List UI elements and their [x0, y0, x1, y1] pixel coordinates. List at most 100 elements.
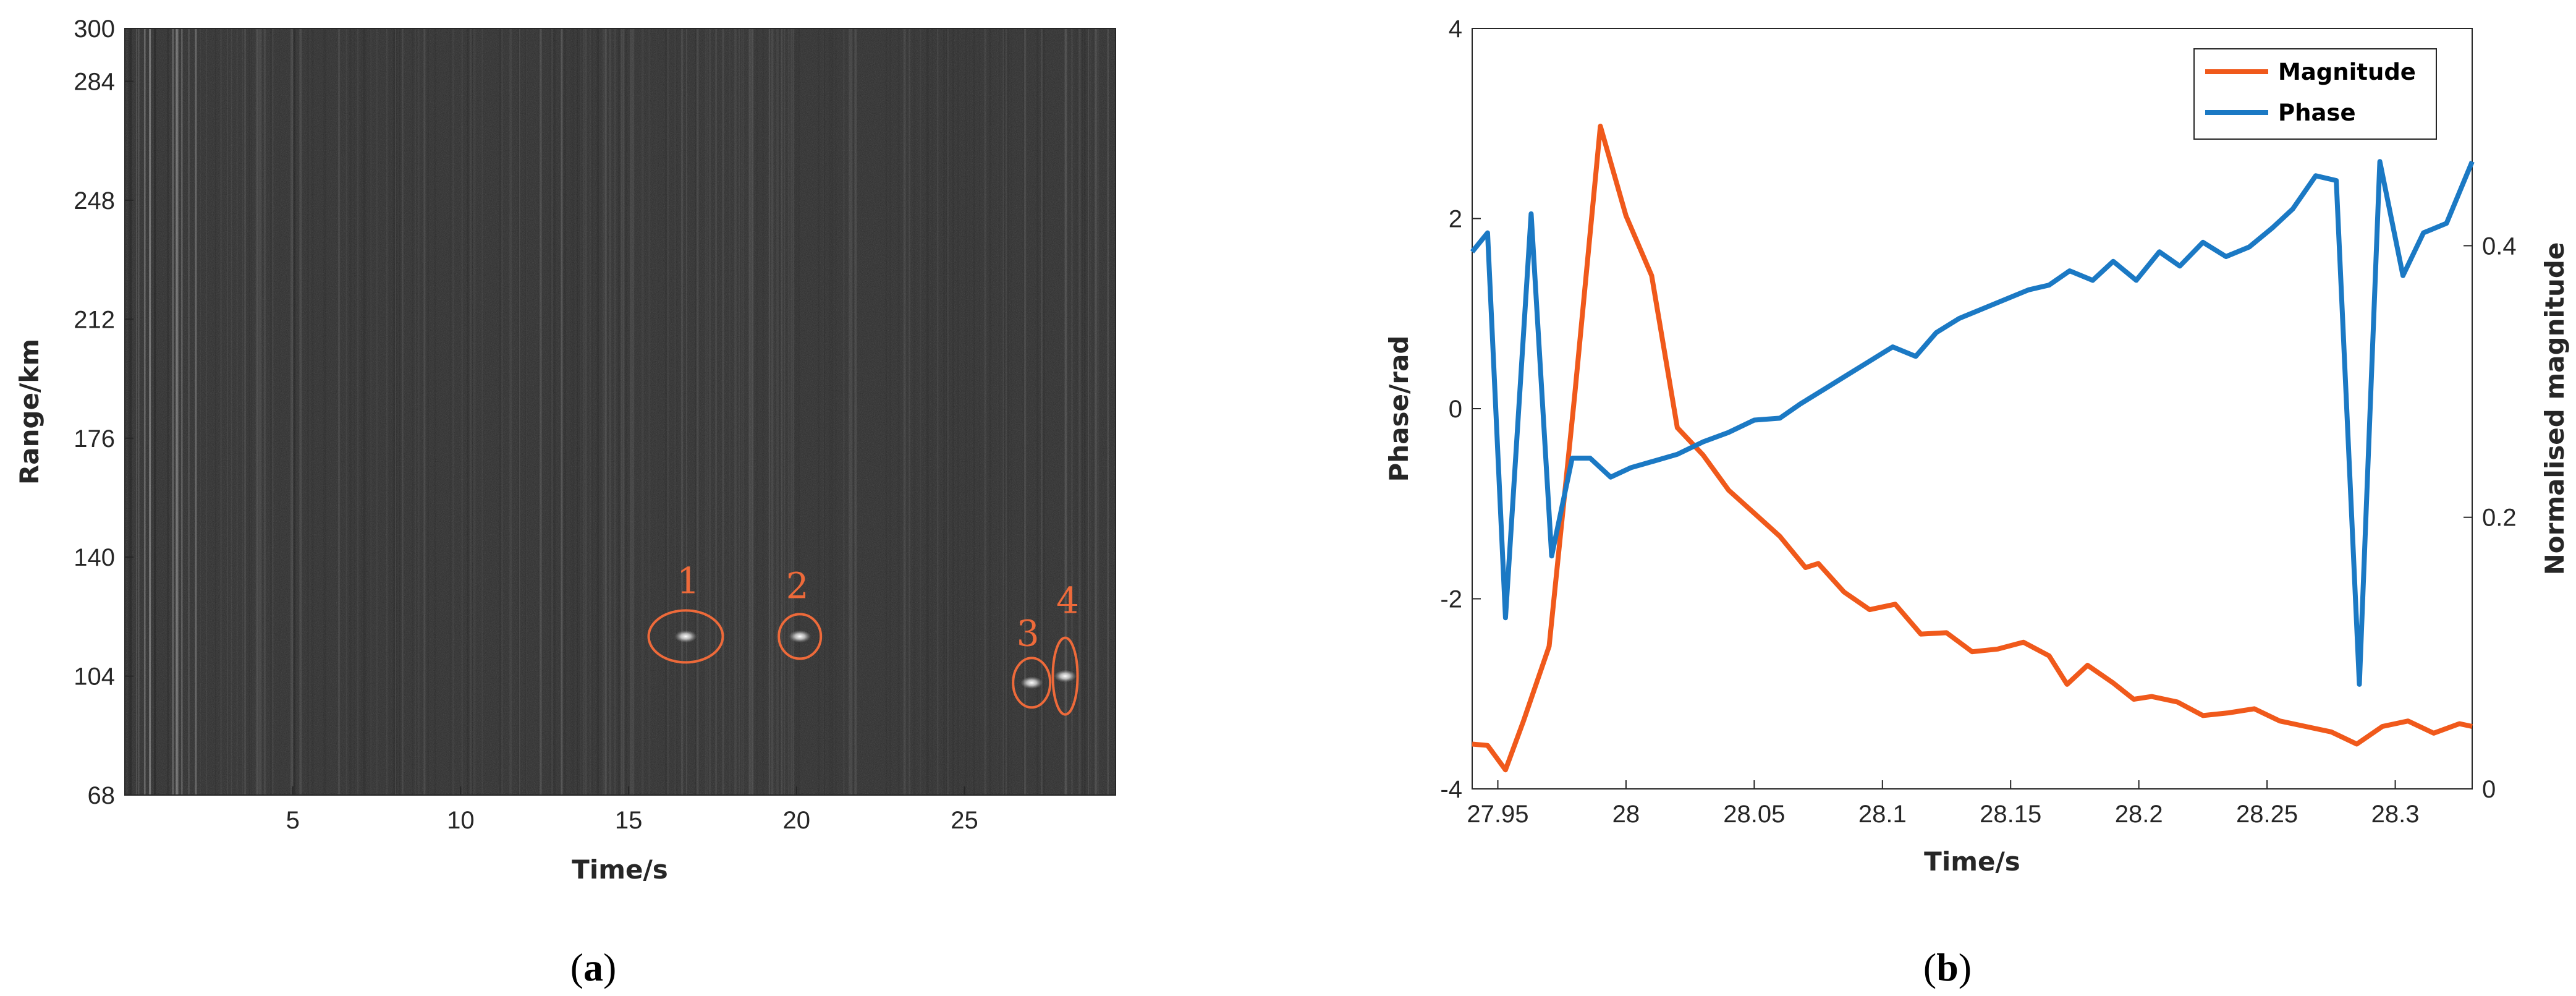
heatmap-streak	[741, 28, 743, 795]
line-chart-x-axis-title: Time/s	[1924, 846, 2020, 877]
series-line-magnitude	[1472, 124, 2473, 773]
target-echoes	[674, 630, 1077, 689]
heatmap-streak	[784, 28, 786, 795]
heatmap-streak	[434, 28, 436, 795]
heatmap-streak	[307, 28, 309, 795]
target-label-2: 2	[786, 564, 809, 607]
target-ellipse-1	[647, 609, 724, 664]
heatmap-streak	[337, 28, 341, 795]
heatmap-streak	[965, 28, 968, 795]
heatmap-streak	[795, 28, 798, 795]
heatmap-x-ticks: 5 10 15 20 25	[286, 786, 978, 834]
heatmap-streak	[768, 28, 771, 795]
heatmap-streak	[143, 28, 145, 795]
y-tick-label: 212	[74, 306, 115, 333]
heatmap-streak	[989, 28, 991, 795]
heatmap-streak	[1078, 28, 1081, 795]
left-y-tick-label: -4	[1440, 776, 1462, 803]
heatmap-streak	[195, 28, 197, 795]
heatmap-streak	[290, 28, 293, 795]
heatmap-streak	[843, 28, 845, 795]
heatmap-streak	[251, 28, 252, 795]
heatmap-streak	[787, 28, 790, 795]
x-tick-label: 27.95	[1467, 801, 1528, 828]
heatmap-streak	[714, 28, 716, 795]
heatmap-streak	[227, 28, 228, 795]
heatmap-streak	[602, 28, 605, 795]
heatmap-streak	[349, 28, 350, 795]
heatmap-streak	[452, 28, 454, 795]
heatmap-streak	[632, 28, 635, 795]
line-chart-left-y-axis-title: Phase/rad	[1384, 336, 1414, 482]
heatmap-streak	[345, 28, 347, 795]
heatmap-streak	[681, 28, 684, 795]
heatmap-streak	[540, 28, 542, 795]
heatmap-streak	[622, 28, 625, 795]
heatmap-streak	[263, 28, 266, 795]
heatmap-streak	[357, 28, 358, 795]
heatmap-streak	[604, 28, 607, 795]
heatmap-streak	[1071, 28, 1073, 795]
heatmap-streak	[831, 28, 834, 795]
line-chart-left-y-ticks: -4 -2 0 2 4	[1440, 15, 1481, 803]
heatmap-streak	[394, 28, 396, 795]
target-ellipse-3	[1012, 657, 1052, 709]
heatmap-streak	[781, 28, 783, 795]
x-tick-label: 28.2	[2115, 801, 2163, 828]
heatmap-streak	[776, 28, 777, 795]
y-tick-label: 176	[74, 425, 115, 453]
heatmap-streak	[657, 28, 658, 795]
x-tick-label: 28.1	[1858, 801, 1907, 828]
heatmap-streak	[823, 28, 825, 795]
heatmap-streak	[270, 28, 272, 795]
heatmap-streak	[583, 28, 585, 795]
x-tick-label: 10	[447, 807, 475, 834]
heatmap-streak	[818, 28, 820, 795]
heatmap-streak	[1082, 28, 1083, 795]
heatmap-streak	[412, 28, 413, 795]
heatmap-streak	[779, 28, 781, 795]
heatmap-streak	[525, 28, 527, 795]
heatmap-streak	[539, 28, 542, 795]
heatmap-streak	[570, 28, 572, 795]
heatmap-streak	[1003, 28, 1006, 795]
heatmap-streak	[130, 28, 132, 795]
heatmap-streak	[481, 28, 483, 795]
heatmap-streak	[849, 28, 851, 795]
heatmap-streak	[739, 28, 740, 795]
heatmap-streak	[389, 28, 391, 795]
heatmap-streak	[908, 28, 909, 795]
target-label-4: 4	[1056, 580, 1079, 622]
heatmap-streak	[835, 28, 837, 795]
heatmap-streak	[605, 28, 607, 795]
target-label-1: 1	[677, 560, 700, 602]
heatmap-streak	[323, 28, 324, 795]
heatmap-streak	[630, 28, 632, 795]
heatmap-streak	[553, 28, 556, 795]
x-tick-label: 28.05	[1723, 801, 1785, 828]
heatmap-streak	[549, 28, 551, 795]
heatmap-streak	[597, 28, 598, 795]
heatmap-streak	[967, 28, 969, 795]
heatmap-streak	[242, 28, 244, 795]
heatmap-streak	[1088, 28, 1090, 795]
heatmap-streak	[984, 28, 986, 795]
heatmap-streak	[427, 28, 429, 795]
heatmap-streak	[674, 28, 676, 795]
heatmap-streak	[913, 28, 915, 795]
target-ellipse-4	[1051, 636, 1079, 716]
heatmap-streak	[952, 28, 954, 795]
heatmap-streak	[397, 28, 400, 795]
heatmap-streak	[149, 28, 151, 795]
heatmap-streak	[237, 28, 238, 795]
right-y-tick-label: 0	[2482, 776, 2496, 803]
heatmap-streak	[585, 28, 587, 795]
heatmap-x-axis-title: Time/s	[572, 854, 668, 885]
heatmap-streak	[642, 28, 644, 795]
heatmap-streak	[244, 28, 246, 795]
heatmap-streak	[1005, 28, 1006, 795]
heatmap-streak	[572, 28, 575, 795]
target-label-3: 3	[1017, 612, 1040, 654]
heatmap-streak	[829, 28, 831, 795]
heatmap-streak	[423, 28, 426, 795]
